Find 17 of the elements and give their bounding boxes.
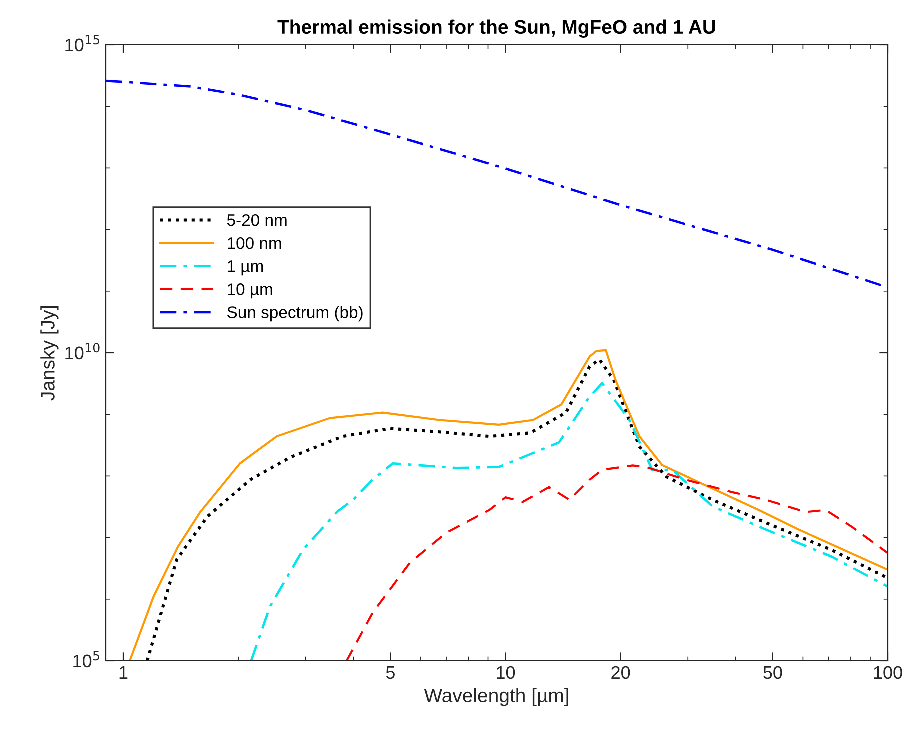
x-tick-label: 5 bbox=[386, 666, 395, 680]
y-tick-label: 10$^{15}$ bbox=[66, 35, 100, 52]
legend-label: 1 µm bbox=[228, 260, 264, 276]
x-tick-label: 20 bbox=[612, 666, 630, 680]
legend-label: 5-20 nm bbox=[227, 214, 287, 226]
x-tick-label: 100 bbox=[874, 666, 902, 680]
legend-label: 100 nm bbox=[228, 237, 282, 250]
y-tick-label: 10$^{5}$ bbox=[74, 651, 100, 668]
y-axis-title: Jansky [Jy] bbox=[40, 306, 59, 401]
y-tick-label: 10$^{10}$ bbox=[66, 343, 100, 360]
x-axis-title: Wavelength [µm] bbox=[424, 688, 568, 706]
x-tick-label: 50 bbox=[764, 666, 782, 680]
legend-label: 10 µm bbox=[228, 284, 272, 299]
chart-title: Thermal emission for the Sun, MgFeO and 1 AU bbox=[278, 20, 716, 38]
x-tick-label: 10 bbox=[497, 666, 516, 680]
x-tick-label: 1 bbox=[120, 666, 128, 679]
legend-label: Sun spectrum (bb) bbox=[228, 306, 363, 322]
